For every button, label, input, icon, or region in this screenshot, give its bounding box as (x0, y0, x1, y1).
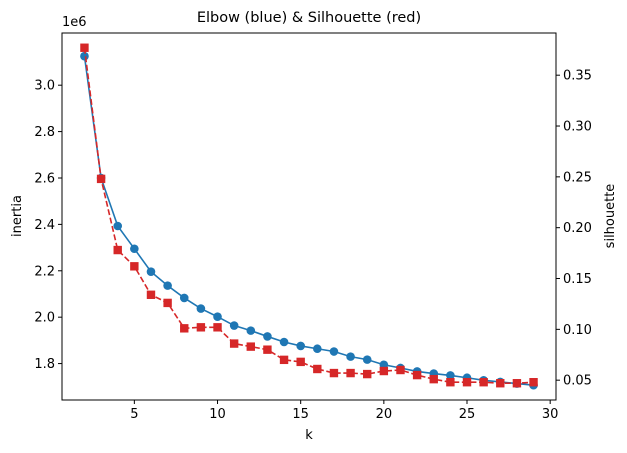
series-1-point-3 (130, 262, 139, 271)
y-left-tick-label-6: 3.0 (34, 79, 55, 94)
series-1-point-5 (163, 298, 172, 308)
series-0-point-12 (279, 337, 289, 347)
series-0-point-2 (113, 221, 123, 231)
series-0-point-4 (146, 267, 156, 277)
y-right-tick-label-2: 0.15 (563, 272, 592, 287)
plot-area (62, 33, 556, 400)
series-0-point-11 (263, 332, 272, 341)
series-1-point-11 (263, 345, 272, 354)
x-tick-label-0: 5 (130, 407, 138, 422)
y-axis-label-right: silhouette (603, 184, 618, 249)
plot-frame (61, 32, 557, 401)
series-1-point-2 (113, 245, 122, 255)
series-0-point-9 (229, 321, 239, 330)
y-right-tick-label-5: 0.30 (563, 120, 592, 135)
series-1-point-7 (196, 323, 206, 332)
series-1-point-15 (329, 368, 339, 378)
chart-title: Elbow (blue) & Silhouette (red) (197, 10, 421, 26)
series-1-point-13 (296, 357, 305, 367)
series-0-point-8 (213, 312, 222, 322)
y-left-tick-label-4: 2.6 (34, 171, 55, 186)
series-0-point-0 (80, 51, 89, 61)
series-1-point-17 (363, 369, 372, 379)
x-tick-label-5: 30 (542, 407, 559, 422)
series-1-point-1 (96, 174, 106, 184)
y-right-tick-label-0: 0.05 (563, 374, 592, 389)
series-0-point-3 (130, 244, 139, 254)
series-0-point-10 (246, 326, 256, 335)
series-1-point-23 (462, 378, 472, 387)
y-right-tick-label-3: 0.20 (563, 221, 592, 236)
x-tick-label-4: 25 (459, 407, 476, 422)
series-1-point-18 (379, 366, 389, 376)
y-left-tick-label-5: 2.8 (34, 125, 55, 140)
y-right-tick-label-1: 0.10 (563, 323, 592, 338)
series-1-point-20 (412, 370, 422, 380)
series-1-point-26 (512, 379, 522, 388)
x-tick-label-3: 20 (376, 407, 393, 422)
series-0-point-22 (446, 371, 455, 380)
x-tick-label-2: 15 (292, 407, 309, 422)
x-tick-label-1: 10 (209, 407, 226, 422)
series-1-point-4 (146, 290, 156, 299)
series-0-point-7 (196, 304, 206, 313)
y-axis-label-left: inertia (10, 195, 25, 237)
series-1-line (83, 47, 534, 385)
series-1-point-0 (80, 43, 89, 52)
series-1-point-16 (346, 368, 355, 378)
y-left-tick-label-1: 2.0 (34, 311, 55, 326)
series-layer (80, 43, 538, 390)
y-right-tick-label-6: 0.35 (563, 69, 592, 84)
series-1-point-14 (313, 364, 322, 374)
series-0-point-15 (329, 347, 339, 356)
series-1-point-22 (446, 378, 455, 387)
series-0-point-5 (163, 281, 172, 290)
series-0-point-16 (346, 352, 355, 361)
series-1-point-25 (496, 379, 505, 388)
series-0-point-13 (296, 341, 305, 351)
y-left-tick-label-0: 1.8 (34, 357, 55, 372)
series-0-point-17 (362, 355, 372, 364)
series-1-point-24 (479, 378, 488, 387)
series-1-point-27 (529, 378, 538, 387)
y-left-tick-label-2: 2.2 (34, 264, 55, 279)
series-1-point-6 (180, 324, 189, 333)
series-1-point-9 (229, 339, 239, 348)
series-1-point-19 (396, 365, 405, 375)
series-1-point-21 (429, 374, 438, 384)
series-0-point-6 (179, 293, 189, 303)
series-1-point-12 (279, 355, 289, 365)
series-0-point-14 (313, 344, 322, 354)
series-1-point-8 (213, 323, 222, 332)
series-0-line (83, 56, 534, 386)
y-left-tick-label-3: 2.4 (34, 218, 55, 233)
x-axis-label: k (305, 428, 313, 443)
y-right-tick-label-4: 0.25 (563, 170, 592, 185)
ticks-layer: 5 10 15 20 25 30 1.8 2.0 2.2 2.4 2.6 2.8 3.0 0.05 0.10… (34, 69, 592, 422)
left-axis-offset-label: 1e6 (62, 15, 87, 30)
series-1-point-10 (246, 342, 255, 351)
